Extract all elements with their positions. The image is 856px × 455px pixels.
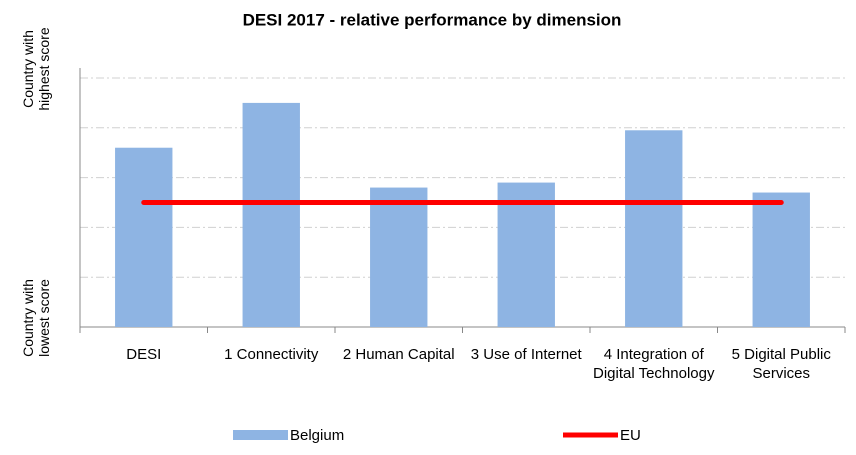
legend-label: Belgium [290,427,344,444]
legend-label: EU [620,427,641,444]
x-tick-label: DESI [126,346,162,363]
chart-title: DESI 2017 - relative performance by dime… [243,10,622,29]
bar [752,192,810,327]
x-tick-label: 5 Digital Public Services [731,346,831,382]
bar [497,182,555,327]
x-tick-label: 1 Connectivity [224,346,319,363]
bar [242,102,300,328]
bar [370,187,428,327]
bar [115,147,173,327]
x-tick-label: 4 Integration of Digital Technology [593,346,715,382]
bar [625,130,683,327]
x-tick-label: 3 Use of Internet [470,346,582,363]
y-label-bottom: Country with lowest score [20,279,52,357]
y-label-top: Country with highest score [20,27,52,111]
x-tick-label: 2 Human Capital [342,346,455,363]
legend-swatch [233,430,288,440]
